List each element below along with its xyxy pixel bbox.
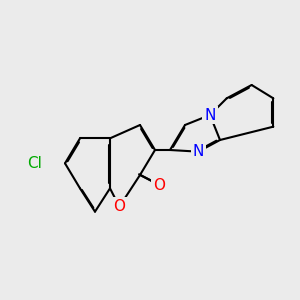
Text: O: O: [113, 199, 125, 214]
Text: Cl: Cl: [28, 156, 42, 171]
Text: O: O: [153, 178, 165, 193]
Text: N: N: [204, 107, 216, 122]
Text: N: N: [193, 144, 204, 159]
